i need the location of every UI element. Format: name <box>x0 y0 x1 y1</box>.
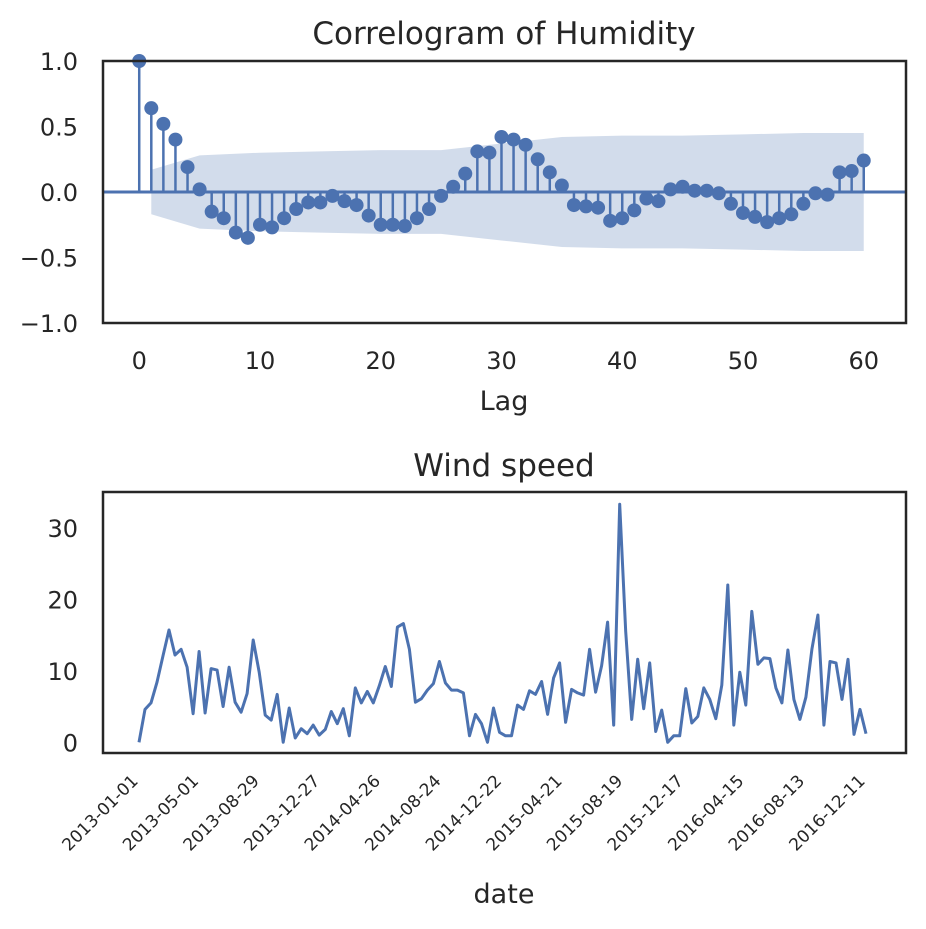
acf-point <box>603 213 618 228</box>
acf-point <box>301 195 316 210</box>
wind-speed-x-label: date <box>474 879 535 910</box>
acf-point <box>699 183 714 198</box>
acf-point <box>422 202 437 217</box>
acf-point <box>675 179 690 194</box>
wind-speed-y-tick-label: 10 <box>47 658 78 686</box>
wind-speed-y-tick-label: 30 <box>47 515 78 543</box>
acf-point <box>530 152 545 167</box>
acf-point <box>760 215 775 230</box>
correlogram-x-tick-label: 60 <box>848 347 879 375</box>
acf-point <box>289 202 304 217</box>
acf-point <box>361 208 376 223</box>
acf-point <box>566 198 581 213</box>
acf-point <box>265 220 280 235</box>
acf-point <box>518 137 533 152</box>
acf-point <box>192 182 207 197</box>
acf-point <box>470 144 485 159</box>
acf-point <box>385 217 400 232</box>
correlogram-x-ticks: 0 10 20 30 40 50 60 <box>132 347 879 375</box>
acf-point <box>651 194 666 209</box>
wind-speed-frame <box>101 490 908 755</box>
acf-point <box>735 205 750 220</box>
correlogram-x-tick-label: 50 <box>728 347 759 375</box>
wind-speed-y-tick-label: 20 <box>47 586 78 614</box>
acf-point <box>808 186 823 201</box>
acf-point <box>349 198 364 213</box>
correlogram-x-label: Lag <box>480 386 529 417</box>
acf-point <box>820 187 835 202</box>
acf-point <box>325 188 340 203</box>
acf-point <box>228 225 243 240</box>
acf-point <box>277 211 292 226</box>
acf-point <box>168 132 183 147</box>
acf-point <box>337 194 352 209</box>
correlogram-x-tick-label: 20 <box>365 347 396 375</box>
acf-point <box>204 204 219 219</box>
acf-point <box>856 153 871 168</box>
correlogram-y-tick-label: 0.5 <box>40 114 78 142</box>
correlogram-y-tick-label: 0.0 <box>40 179 78 207</box>
acf-point <box>844 164 859 179</box>
wind-speed-title: Wind speed <box>413 448 594 484</box>
acf-point <box>542 165 557 180</box>
acf-stems <box>132 54 871 245</box>
acf-point <box>784 207 799 222</box>
acf-point <box>615 211 630 226</box>
correlogram-y-tick-label: −0.5 <box>20 245 78 273</box>
wind-speed-line <box>137 502 868 744</box>
correlogram-y-ticks: 1.0 0.5 0.0 −0.5 −1.0 <box>20 48 78 338</box>
acf-point <box>832 165 847 180</box>
correlogram-x-tick-label: 30 <box>486 347 517 375</box>
acf-point <box>663 182 678 197</box>
acf-point <box>458 166 473 181</box>
acf-point <box>591 200 606 215</box>
acf-point <box>711 186 726 201</box>
wind-speed-y-tick-label: 0 <box>63 729 78 757</box>
acf-point <box>796 196 811 211</box>
acf-point <box>216 211 231 226</box>
correlogram-y-tick-label: 1.0 <box>40 48 78 76</box>
correlogram-x-tick-label: 40 <box>607 347 638 375</box>
acf-point <box>723 196 738 211</box>
acf-point <box>373 217 388 232</box>
wind-speed-y-ticks: 0 10 20 30 <box>47 515 78 758</box>
acf-point <box>748 209 763 224</box>
wind-speed-x-ticks: 2013-01-012013-05-012013-08-292013-12-27… <box>59 771 870 855</box>
acf-point <box>313 195 328 210</box>
correlogram-x-tick-label: 0 <box>132 347 147 375</box>
correlogram-x-tick-label: 10 <box>245 347 276 375</box>
acf-point <box>434 188 449 203</box>
correlogram-frame <box>101 59 908 325</box>
acf-point <box>506 132 521 147</box>
acf-point <box>482 145 497 160</box>
acf-point <box>494 129 509 144</box>
acf-point <box>397 219 412 234</box>
acf-point <box>446 179 461 194</box>
correlogram-panel: Correlogram of Humidity 0 10 20 30 40 50 60 1.… <box>20 16 908 417</box>
correlogram-title: Correlogram of Humidity <box>312 16 695 52</box>
acf-point <box>687 183 702 198</box>
acf-point <box>240 230 255 245</box>
acf-point <box>252 217 267 232</box>
acf-point <box>627 203 642 218</box>
acf-point <box>156 116 171 131</box>
acf-point <box>772 211 787 226</box>
acf-point <box>639 191 654 206</box>
acf-point <box>144 101 159 116</box>
acf-point <box>554 178 569 193</box>
acf-point <box>579 199 594 214</box>
acf-point <box>409 211 424 226</box>
wind-speed-panel: Wind speed 2013-01-012013-05-012013-08-2… <box>47 448 908 910</box>
acf-point <box>180 160 195 175</box>
correlogram-y-tick-label: −1.0 <box>20 310 78 338</box>
